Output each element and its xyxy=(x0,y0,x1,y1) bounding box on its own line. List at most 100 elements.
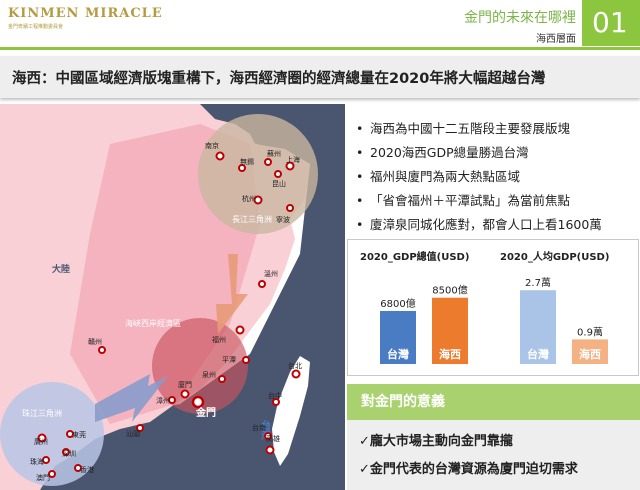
city-label: 平潭 xyxy=(222,355,236,364)
haixi-core-circle xyxy=(152,318,248,414)
city-label: 泉州 xyxy=(202,370,216,379)
kinmen-label: 金門 xyxy=(195,406,216,419)
city-label: 澳門 xyxy=(36,473,50,482)
logo-text: KINMEN MIRACLE xyxy=(8,6,163,21)
city-marker xyxy=(242,356,250,364)
list-item: • 海西為中國十二五階段主要發展版塊 xyxy=(356,117,640,141)
city-marker xyxy=(253,195,263,205)
chart-bar xyxy=(432,297,468,364)
haixi-label: 海峽西岸經濟區 xyxy=(125,318,181,328)
city-label: 南京 xyxy=(205,141,219,150)
city-label: 無錫 xyxy=(240,157,254,166)
bar-value-label: 2.7萬 xyxy=(525,276,551,289)
list-item: • 福州與廈門為兩大熱點區域 xyxy=(356,165,640,189)
list-item-text: 福州與廈門為兩大熱點區域 xyxy=(370,169,521,184)
meaning-heading: 對金門的意義 xyxy=(347,384,640,420)
city-marker xyxy=(291,369,301,379)
city-marker xyxy=(265,445,275,455)
city-marker xyxy=(62,448,70,456)
taiwan-island xyxy=(272,356,310,466)
header-divider xyxy=(0,47,640,50)
bar-value-label: 0.9萬 xyxy=(577,325,603,338)
bar-value-label: 8500億 xyxy=(432,284,467,297)
city-marker xyxy=(168,396,176,404)
arrow-from-yangtze xyxy=(216,254,248,334)
city-label: 贛州 xyxy=(88,337,102,346)
city-label: 杭州 xyxy=(242,194,256,203)
bullet-icon: • xyxy=(356,217,364,232)
bullet-icon: • xyxy=(356,193,364,208)
bar-category-label: 台灣 xyxy=(527,347,549,361)
bar-category-label: 海西 xyxy=(579,347,601,361)
regional-map: 長江三角洲 海峽西岸經濟區 珠江三角洲 大陸 台灣 南京 無錫 蘇州 上海 昆山… xyxy=(0,104,345,490)
city-marker xyxy=(274,170,282,178)
list-item-text: 「省會福州＋平潭試點」為當前焦點 xyxy=(370,193,571,208)
sea-area xyxy=(40,104,345,490)
list-item-text: 2020海西GDP總量勝過台灣 xyxy=(370,145,529,160)
city-label: 珠海 xyxy=(30,457,44,466)
city-label: 台北 xyxy=(288,361,302,370)
bar-category-label: 海西 xyxy=(439,347,461,361)
city-marker xyxy=(66,430,74,438)
arrow-from-pearl xyxy=(95,374,168,422)
header: KINMEN MIRACLE 金門奇蹟工程推動委員會 金門的未來在哪裡 海西層面… xyxy=(0,0,640,50)
city-marker xyxy=(238,164,246,172)
bar-category-label: 台灣 xyxy=(387,347,409,361)
slide-title: 海西：中國區域經濟版塊重構下，海西經濟圈的經濟總量在2020年將大幅超越台灣 xyxy=(12,71,546,87)
bar-value-label: 6800億 xyxy=(380,297,415,310)
city-marker xyxy=(98,346,106,354)
list-item: • 「省會福州＋平潭試點」為當前焦點 xyxy=(356,189,640,213)
city-marker xyxy=(215,151,225,161)
city-label: 東莞 xyxy=(72,430,86,439)
gdp-charts-panel: 2020_GDP總值(USD) 6800億 台灣 8500億 海西 2020_人均GDP(… xyxy=(347,239,639,376)
chart-bar xyxy=(520,290,556,364)
city-marker xyxy=(264,432,272,440)
city-marker xyxy=(235,325,245,335)
city-marker xyxy=(37,433,47,443)
city-label: 溫州 xyxy=(264,269,278,278)
logo: KINMEN MIRACLE 金門奇蹟工程推動委員會 xyxy=(8,6,163,30)
city-marker xyxy=(286,204,294,212)
city-label: 香港 xyxy=(80,465,94,474)
meaning-item: ✓金門代表的台灣資源為廈門迫切需求 xyxy=(359,462,578,477)
chart-title: 2020_GDP總值(USD) xyxy=(360,250,469,263)
city-label: 上海 xyxy=(286,155,300,164)
city-marker xyxy=(136,424,144,432)
city-label: 寧波 xyxy=(276,215,290,224)
bullet-icon: • xyxy=(356,145,364,160)
city-label: 蘇州 xyxy=(267,149,281,158)
list-item-text: 廈漳泉同城化應對，都會人口上看1600萬 xyxy=(370,217,602,232)
page-number: 01 xyxy=(582,0,640,46)
city-markers: 南京 無錫 蘇州 上海 昆山 杭州 寧波 溫州 贛州 福州 平潭 泉州 廈門 漳… xyxy=(30,141,302,482)
city-label: 高雄 xyxy=(266,434,280,443)
city-marker xyxy=(285,161,295,171)
bullet-icon: • xyxy=(356,121,364,136)
kinmen-meaning-panel: 對金門的意義 ✓龐大市場主動向金門靠攏 ✓金門代表的台灣資源為廈門迫切需求 xyxy=(347,384,640,490)
city-marker xyxy=(264,158,272,166)
logo-subtext: 金門奇蹟工程推動委員會 xyxy=(8,24,64,30)
city-marker xyxy=(48,470,56,478)
list-item-text: 海西為中國十二五階段主要發展版塊 xyxy=(370,121,571,136)
list-item: • 廈漳泉同城化應對，都會人口上看1600萬 xyxy=(356,213,640,237)
city-label: 漳州 xyxy=(156,396,170,405)
mainland-label: 大陸 xyxy=(52,263,70,275)
city-label: 昆山 xyxy=(272,179,286,188)
city-label: 台南 xyxy=(252,423,266,432)
city-label: 台中 xyxy=(268,391,282,400)
city-marker xyxy=(218,375,226,383)
chart-bar xyxy=(572,339,608,364)
kinmen-marker xyxy=(191,395,205,409)
slide-title-bar: 海西：中國區域經濟版塊重構下，海西經濟圈的經濟總量在2020年將大幅超越台灣 xyxy=(0,56,640,98)
city-label: 福州 xyxy=(212,335,226,344)
yangtze-delta-circle xyxy=(198,114,318,234)
city-label: 汕頭 xyxy=(126,429,140,438)
section-subtitle: 海西層面 xyxy=(536,34,576,45)
city-label: 深圳 xyxy=(62,449,76,458)
chart-bar xyxy=(380,310,416,364)
key-points-list: • 海西為中國十二五階段主要發展版塊 • 2020海西GDP總量勝過台灣 • 福州與廈… xyxy=(356,117,640,237)
yangtze-label: 長江三角洲 xyxy=(232,214,272,224)
pearl-delta-circle xyxy=(0,382,104,486)
city-marker xyxy=(258,280,266,288)
section-title: 金門的未來在哪裡 xyxy=(464,10,576,26)
city-label: 廣州 xyxy=(34,437,48,446)
